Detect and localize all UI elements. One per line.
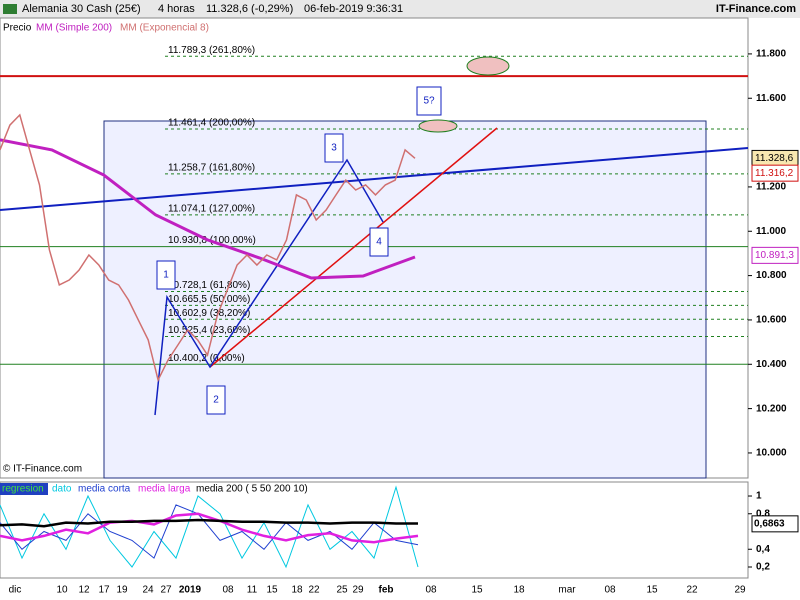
- x-tick-label: 25: [336, 585, 348, 596]
- x-tick-label: 18: [513, 585, 525, 596]
- x-tick-label: 29: [734, 585, 746, 596]
- wave: [154, 158, 384, 416]
- x-tick-label: 22: [686, 585, 698, 596]
- target: [418, 119, 458, 133]
- tab-bg: [0, 483, 48, 495]
- wave-box: [324, 133, 344, 163]
- x-tick-label: 27: [160, 585, 172, 596]
- last-value: 0,6863: [754, 518, 785, 529]
- oscillator-area: [0, 481, 749, 579]
- y-tick-label: 11.800: [756, 49, 786, 60]
- x-tick-label: 18: [291, 585, 303, 596]
- x-tick-label: dic: [9, 585, 22, 596]
- legend-entry: MM (Simple 200): [36, 23, 112, 34]
- brand: IT-Finance.com: [716, 3, 796, 15]
- y-tick-label: 0,4: [756, 544, 770, 555]
- instrument: Alemania 30 Cash (25€): [22, 3, 141, 15]
- x-tick-label: 19: [116, 585, 128, 596]
- x-tick-label: 12: [78, 585, 90, 596]
- timeframe: 4 horas: [158, 3, 195, 15]
- copyright: © IT-Finance.com: [3, 464, 82, 475]
- y-tick-label: 11.600: [756, 93, 786, 104]
- wave-label: 4: [376, 237, 382, 248]
- tab: dato: [52, 484, 72, 495]
- fib-label: 10.728,1 (61,80%): [168, 280, 250, 291]
- fib-label: 11.789,3 (261,80%): [168, 45, 255, 56]
- fib-label: 10.602,9 (38,20%): [168, 308, 250, 319]
- wave-label: 2: [213, 395, 219, 406]
- price-line: [0, 138, 416, 280]
- price-label: 10.891,3: [755, 250, 794, 261]
- tab: media 200 ( 5 50 200 10): [196, 484, 308, 495]
- price-label: 11.328,6: [755, 153, 794, 164]
- y-tick-label: 10.200: [756, 403, 787, 414]
- x-tick-label: 10: [56, 585, 68, 596]
- y-tick-label: 10.000: [756, 448, 787, 459]
- oscillator-line: [0, 504, 419, 559]
- oscillator-line: [0, 512, 419, 544]
- y-tick-label: 10.800: [756, 270, 787, 281]
- price-line: [0, 113, 416, 383]
- x-tick-label: 08: [604, 585, 616, 596]
- wave-label: 3: [331, 143, 337, 154]
- x-tick-label: 11: [247, 585, 258, 596]
- fib-label: 11.461,4 (200,00%): [168, 118, 255, 129]
- x-tick-label: 24: [142, 585, 154, 596]
- fib-label: 11.258,7 (161,80%): [168, 163, 255, 174]
- x-tick-label: 29: [352, 585, 364, 596]
- wave-label: 5?: [423, 96, 435, 107]
- fib-label: 11.074,1 (127,00%): [168, 203, 255, 214]
- datetime: 06-feb-2019 9:36:31: [304, 3, 403, 15]
- fib-label: 10.400,2 (0,00%): [168, 353, 245, 364]
- fib-label: 10.525,4 (23,60%): [168, 325, 250, 336]
- x-tick-label: 22: [308, 585, 320, 596]
- logo: [3, 4, 17, 14]
- y-tick-label: 10.600: [756, 315, 787, 326]
- trendline: [209, 127, 498, 368]
- trendline: [0, 147, 749, 211]
- x-tick-label: 15: [266, 585, 278, 596]
- y-tick-label: 11.200: [756, 182, 786, 193]
- x-tick-label: 15: [646, 585, 658, 596]
- zone-box: [103, 120, 707, 479]
- y-tick-label: 0,2: [756, 562, 770, 573]
- price-legend: Precio: [3, 23, 32, 34]
- x-tick-label: mar: [558, 585, 576, 596]
- wave-label: 1: [163, 270, 169, 281]
- tab: regresion: [2, 484, 44, 495]
- y-tick-label: 1: [756, 491, 762, 502]
- target: [466, 56, 510, 76]
- price-label: 11.316,2: [755, 168, 794, 179]
- wave-box: [416, 86, 442, 116]
- last-value-box: [751, 515, 799, 533]
- fib-label: 10.665,5 (50,00%): [168, 294, 250, 305]
- tab: media larga: [138, 484, 191, 495]
- legend-entry: MM (Exponencial 8): [120, 23, 209, 34]
- y-tick-label: 0,8: [756, 508, 770, 519]
- price-label-box: [751, 246, 799, 264]
- wave-box: [369, 227, 389, 257]
- y-tick-label: 11.000: [756, 226, 786, 237]
- x-tick-label: 15: [471, 585, 483, 596]
- tab: media corta: [78, 484, 131, 495]
- price-label-box: [751, 164, 799, 182]
- x-tick-label: 2019: [179, 585, 202, 596]
- wave-box: [156, 260, 176, 290]
- x-tick-label: 17: [98, 585, 110, 596]
- oscillator-line: [0, 518, 418, 528]
- x-tick-label: 08: [222, 585, 234, 596]
- quote: 11.328,6 (-0,29%): [206, 3, 293, 15]
- title-bar: [0, 0, 800, 18]
- y-tick-label: 10.400: [756, 359, 787, 370]
- wave-box: [206, 385, 226, 415]
- x-tick-label: 08: [425, 585, 437, 596]
- oscillator-line: [0, 485, 419, 569]
- x-tick-label: feb: [379, 585, 394, 596]
